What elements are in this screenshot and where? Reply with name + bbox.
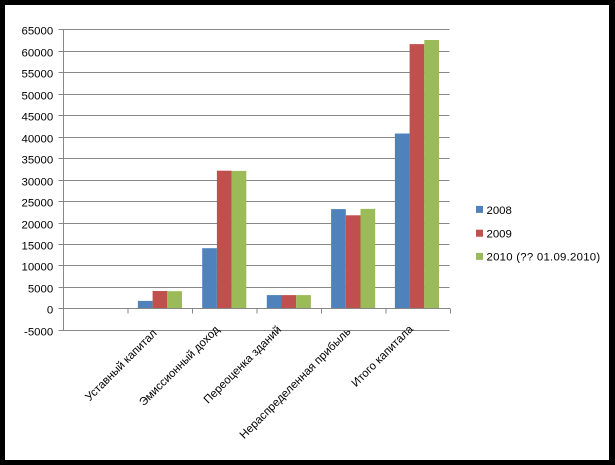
svg-text:10000: 10000 — [22, 262, 54, 274]
svg-text:50000: 50000 — [22, 91, 54, 103]
svg-text:2010 (?? 01.09.2010): 2010 (?? 01.09.2010) — [487, 252, 601, 264]
svg-text:60000: 60000 — [22, 48, 54, 60]
svg-text:55000: 55000 — [22, 69, 54, 81]
svg-text:35000: 35000 — [22, 155, 54, 167]
svg-text:0: 0 — [47, 305, 53, 317]
svg-text:25000: 25000 — [22, 198, 54, 210]
svg-text:2008: 2008 — [487, 205, 512, 217]
svg-text:65000: 65000 — [22, 26, 54, 38]
svg-text:5000: 5000 — [28, 284, 53, 296]
svg-text:20000: 20000 — [22, 220, 54, 232]
svg-text:45000: 45000 — [22, 112, 54, 124]
svg-text:2009: 2009 — [487, 228, 512, 240]
svg-text:40000: 40000 — [22, 134, 54, 146]
svg-text:-5000: -5000 — [24, 327, 53, 339]
svg-text:30000: 30000 — [22, 177, 54, 189]
svg-text:15000: 15000 — [22, 241, 54, 253]
